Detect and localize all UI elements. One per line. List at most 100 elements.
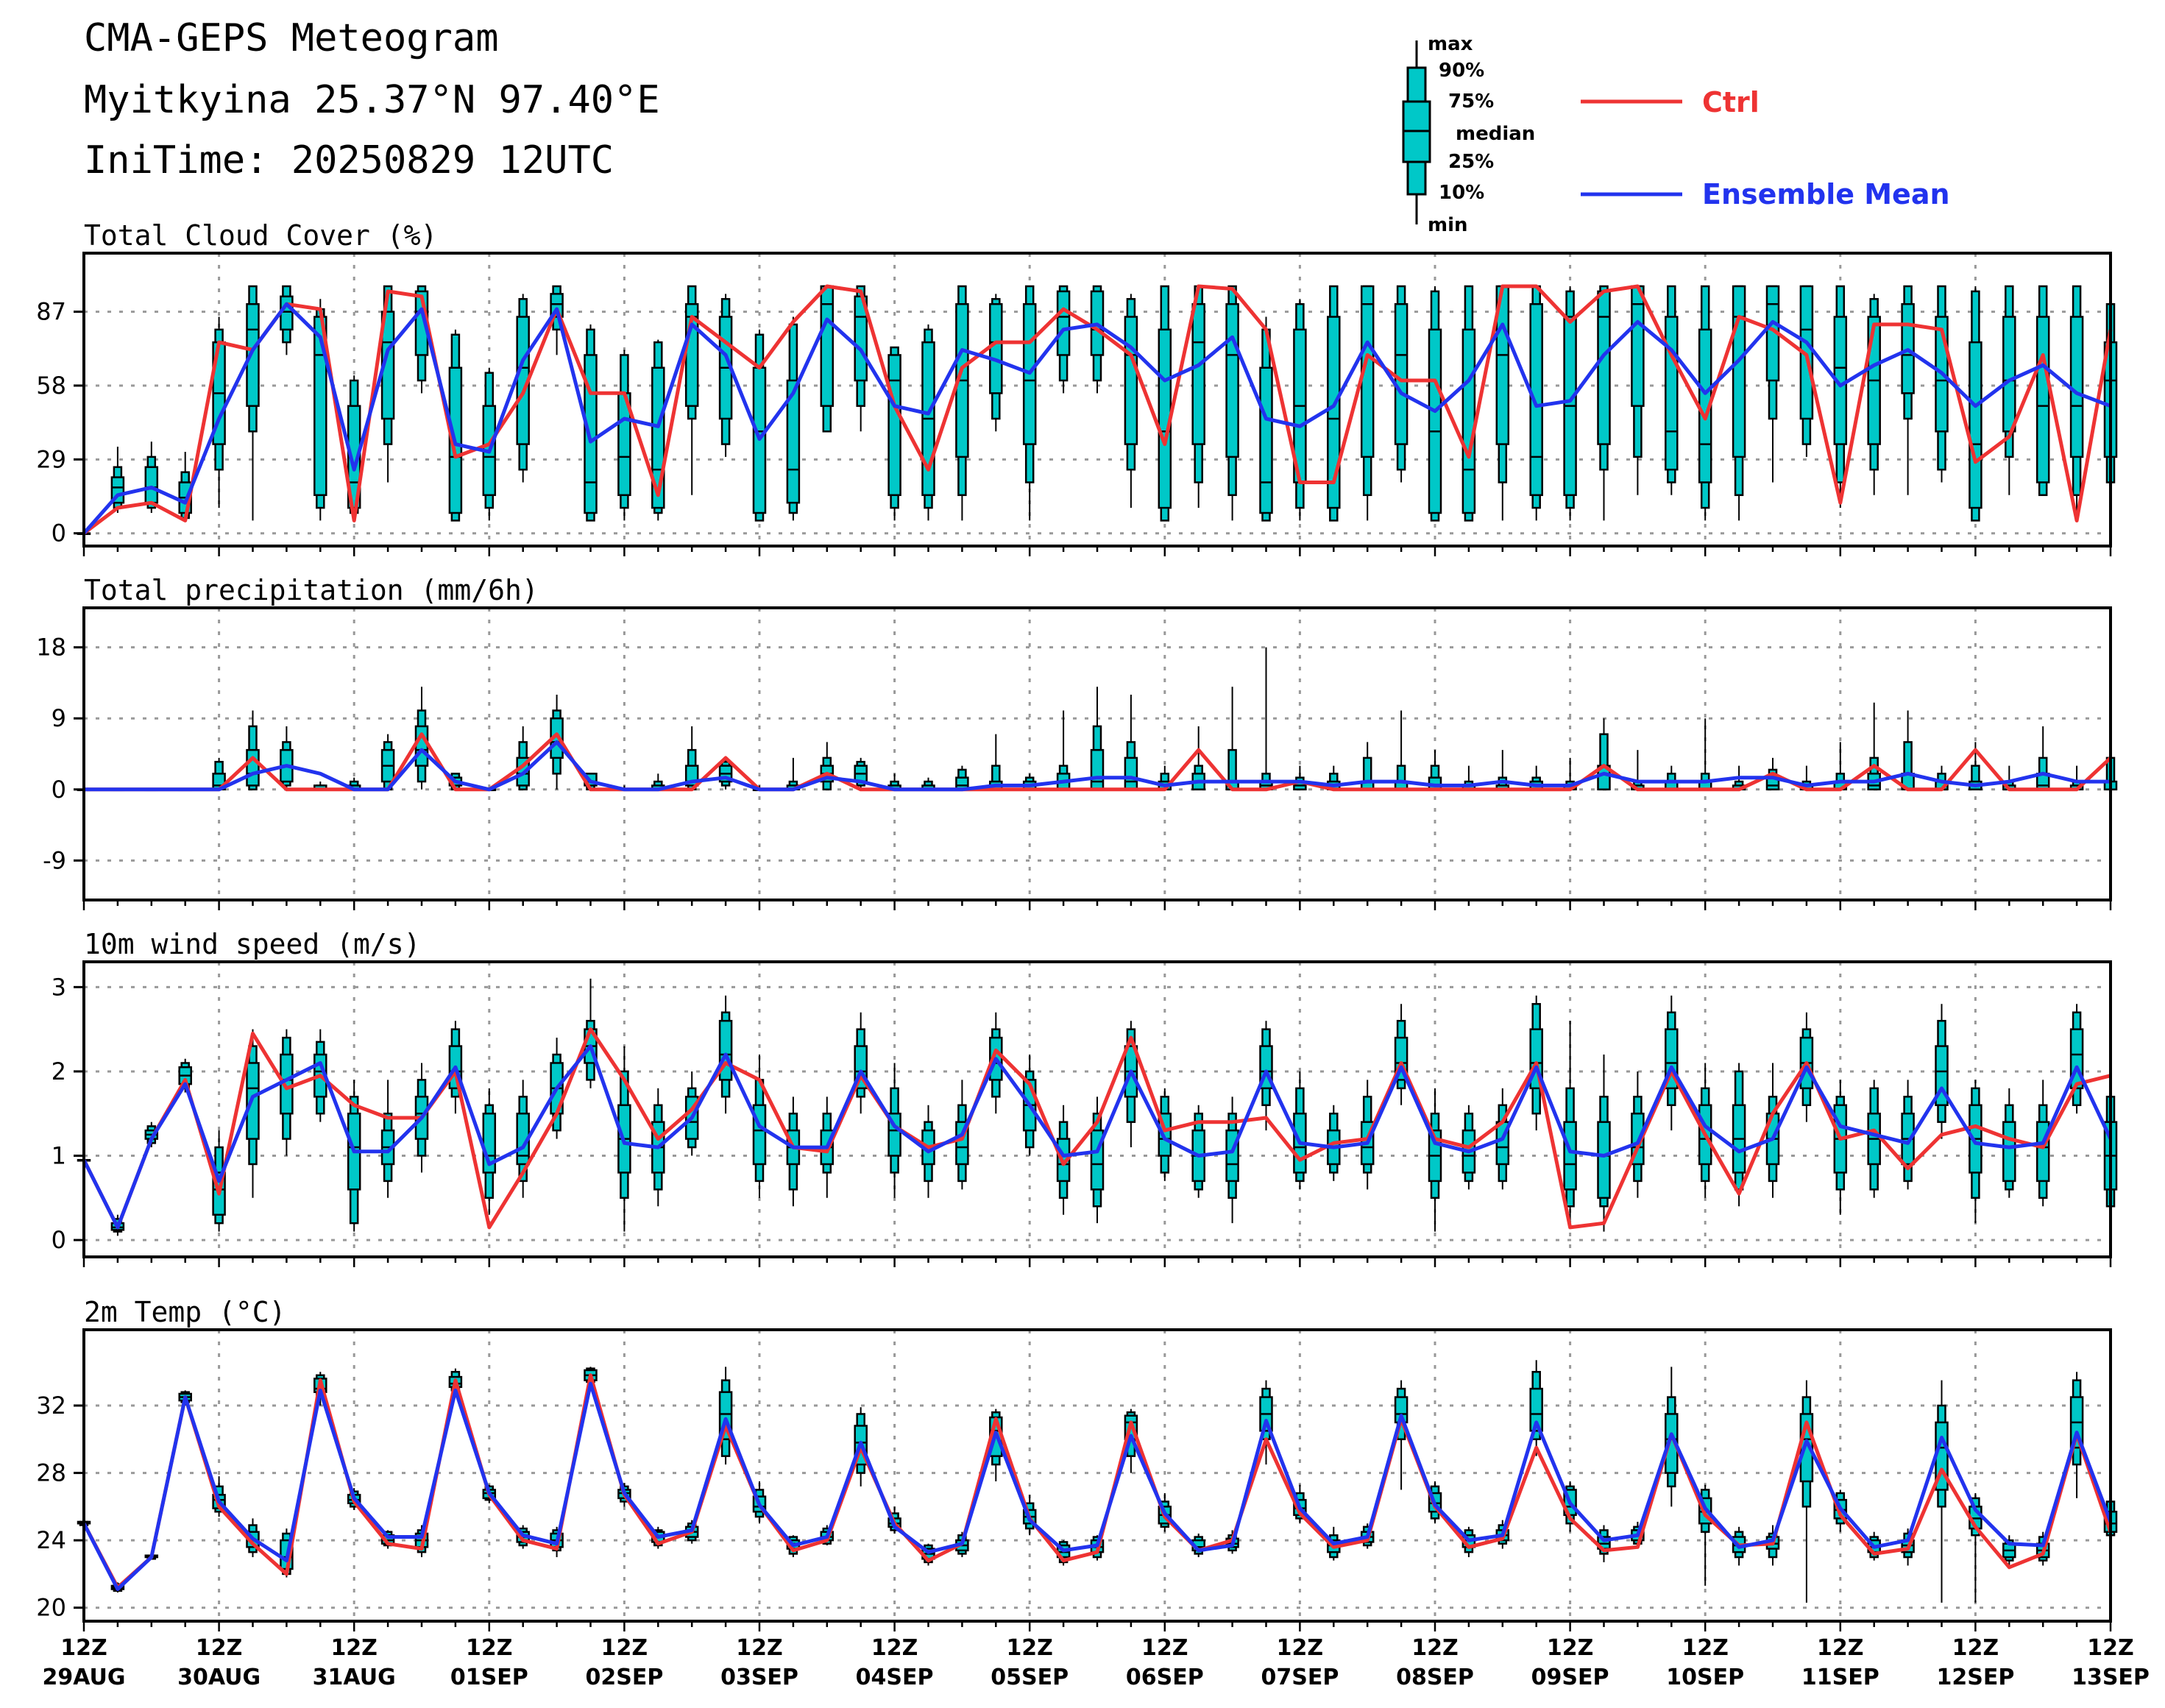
x-tick-date: 04SEP [856,1665,934,1690]
box-38 [1360,285,1375,521]
legend-label-5: 10% [1439,182,1484,204]
box-23 [854,757,868,790]
x-tick-hour: 12Z [1952,1635,1999,1661]
box-43 [1529,1360,1543,1456]
box-57 [2002,285,2016,495]
box-51 [1799,1380,1814,1603]
y-tick-label: 3 [52,973,66,1001]
x-tick-hour: 12Z [60,1635,107,1661]
box-26 [955,765,969,791]
x-tick-hour: 12Z [466,1635,513,1661]
box-25-75 [1563,1121,1577,1191]
panel-0: Total Cloud Cover (%) 0 29 58 87 [36,219,2118,556]
box-9 [380,1080,395,1198]
box-6 [280,285,294,355]
box-22 [820,742,835,791]
box-47 [1665,285,1679,495]
box-50 [1765,285,1780,483]
x-tick-hour: 12Z [1006,1635,1053,1661]
box-19 [718,1367,733,1465]
box-42 [1495,285,1510,521]
x-tick-hour: 12Z [1411,1635,1459,1661]
location-label: Myitkyina 25.37°N 97.40°E [84,78,660,122]
box-25-75 [1597,290,1611,445]
box-45 [1597,285,1611,521]
box-25-75 [887,354,901,497]
box-25-75 [1597,1121,1611,1200]
y-tick-label: 87 [36,298,66,326]
box-47 [1665,765,1679,791]
box-58 [2035,726,2050,791]
box-25-75 [414,725,429,767]
x-tick-date: 11SEP [1801,1665,1879,1690]
box-52 [1833,1080,1848,1215]
box-45 [1597,718,1611,791]
legend-ctrl-label: Ctrl [1702,86,1760,118]
x-tick-date: 12SEP [1936,1665,2014,1690]
box-55 [1935,285,1949,483]
y-tick-label: 32 [36,1392,66,1420]
box-25-75 [1969,341,1982,509]
ensemble-mean-series-line [82,302,2111,535]
box-30 [1090,285,1105,394]
legend: max 90% 75% median 25% 10% min Ctrl Ensemble Mea… [1402,33,1950,236]
box-29 [1056,710,1071,791]
x-tick-date: 13SEP [2072,1665,2150,1690]
box-46 [1631,750,1645,791]
box-56 [1969,1080,1982,1224]
box-26 [955,285,969,521]
box-3 [178,1058,192,1093]
box-25-75 [1665,316,1679,471]
box-23 [854,1012,868,1114]
x-tick-hour: 12Z [1547,1635,1594,1661]
box-25-75 [1529,302,1543,497]
box-24 [887,346,901,521]
init-time-label: IniTime: 20250829 12UTC [84,138,614,183]
box-45 [1597,1055,1611,1232]
x-tick-date: 29AUG [42,1665,125,1690]
legend-label-0: max [1428,33,1473,55]
box-55 [1935,1004,1949,1139]
y-tick-label: 0 [52,520,66,548]
box-25-75 [1056,290,1071,356]
box-5 [246,285,260,521]
box-25-75 [1732,285,1746,458]
panel-title: Total precipitation (mm/6h) [84,574,539,606]
chart-title: CMA-GEPS Meteogram [84,16,499,60]
ensemble-mean-series-line [82,1044,2113,1230]
box-4 [212,316,226,508]
box-47 [1665,995,1679,1131]
box-31 [1124,695,1138,791]
panel-2: 10m wind speed (m/s) 0 1 2 3 [52,928,2118,1267]
x-tick-date: 08SEP [1396,1665,1474,1690]
box-34 [1225,285,1239,521]
box-39 [1394,710,1409,791]
box-6 [280,726,294,790]
box-6 [280,1029,294,1156]
x-tick-date: 03SEP [720,1665,798,1690]
panel-title: 2m Temp (°C) [84,1296,286,1328]
box-48 [1698,718,1712,791]
x-tick-hour: 12Z [1682,1635,1729,1661]
x-tick-hour: 12Z [736,1635,783,1661]
box-32 [1158,285,1172,522]
box-25-75 [144,466,159,504]
box-30 [1090,1096,1105,1224]
x-tick-hour: 12Z [196,1635,243,1661]
box-21 [786,757,801,791]
box-25-75 [1394,302,1409,445]
box-21 [786,1096,801,1207]
x-tick-hour: 12Z [871,1635,918,1661]
ctrl-series-line [82,284,2113,535]
legend-label-4: 25% [1448,151,1494,173]
box-44 [1563,1021,1577,1224]
y-tick-label: -9 [43,846,66,874]
box-13 [516,294,530,483]
x-tick-date: 30AUG [177,1665,261,1690]
box-25-75 [1461,328,1476,514]
box-25-75 [2035,316,2050,483]
box-27 [989,734,1003,791]
box-25-75 [2002,1121,2016,1183]
box-39 [1394,1004,1409,1105]
